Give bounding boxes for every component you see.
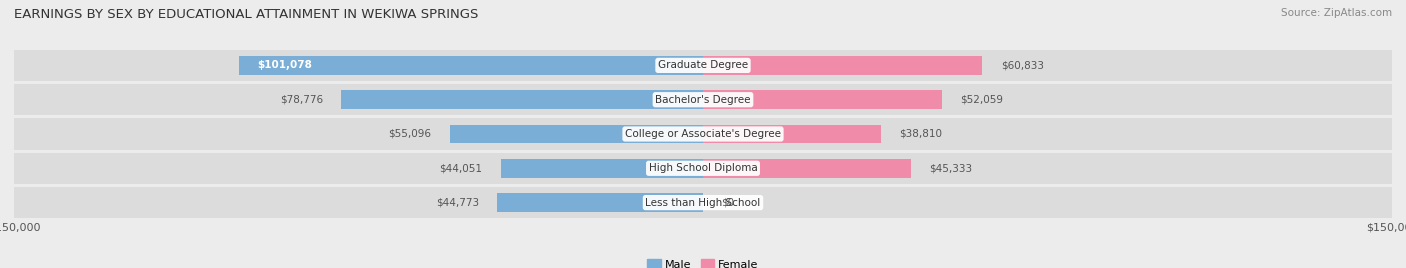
Text: $44,051: $44,051 — [439, 163, 482, 173]
Bar — [14, 118, 1392, 150]
Bar — [703, 90, 942, 109]
Text: $38,810: $38,810 — [900, 129, 942, 139]
Text: Bachelor's Degree: Bachelor's Degree — [655, 95, 751, 105]
Bar — [450, 125, 703, 143]
Text: $44,773: $44,773 — [436, 198, 479, 208]
Text: $0: $0 — [721, 198, 734, 208]
Text: Source: ZipAtlas.com: Source: ZipAtlas.com — [1281, 8, 1392, 18]
Text: Graduate Degree: Graduate Degree — [658, 60, 748, 70]
Text: Less than High School: Less than High School — [645, 198, 761, 208]
Text: $101,078: $101,078 — [257, 60, 312, 70]
Bar — [239, 56, 703, 75]
Text: $60,833: $60,833 — [1001, 60, 1043, 70]
Text: $52,059: $52,059 — [960, 95, 1004, 105]
Text: $45,333: $45,333 — [929, 163, 973, 173]
Bar — [342, 90, 703, 109]
Text: College or Associate's Degree: College or Associate's Degree — [626, 129, 780, 139]
Bar — [703, 125, 882, 143]
Text: $78,776: $78,776 — [280, 95, 323, 105]
Bar — [498, 193, 703, 212]
Bar — [703, 56, 983, 75]
Text: EARNINGS BY SEX BY EDUCATIONAL ATTAINMENT IN WEKIWA SPRINGS: EARNINGS BY SEX BY EDUCATIONAL ATTAINMEN… — [14, 8, 478, 21]
Bar — [14, 187, 1392, 218]
Bar — [14, 84, 1392, 116]
Bar — [14, 152, 1392, 184]
Bar — [14, 50, 1392, 81]
Bar — [703, 159, 911, 178]
Text: High School Diploma: High School Diploma — [648, 163, 758, 173]
Legend: Male, Female: Male, Female — [643, 255, 763, 268]
Text: $55,096: $55,096 — [388, 129, 432, 139]
Bar — [501, 159, 703, 178]
